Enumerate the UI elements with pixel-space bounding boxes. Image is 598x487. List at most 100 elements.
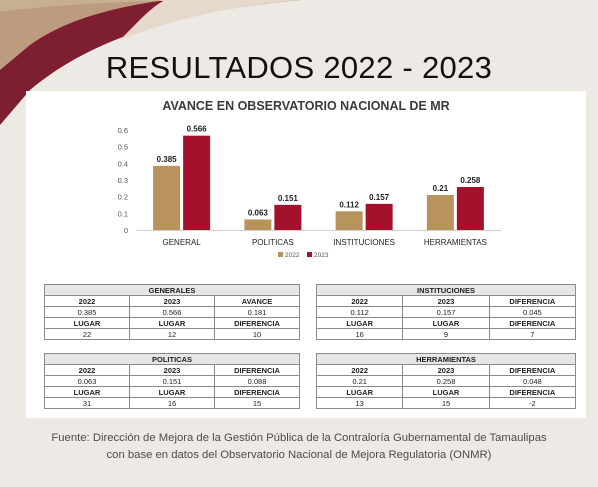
table-title: INSTITUCIONES (316, 284, 576, 296)
table-cell: 2023 (402, 364, 490, 376)
table-cell: 2023 (402, 295, 490, 307)
table-cell: 2023 (129, 295, 215, 307)
light-swoosh (120, 0, 300, 40)
table-title: HERRAMIENTAS (316, 353, 576, 365)
table-cell: 31 (44, 397, 130, 409)
data-label: 0.151 (278, 194, 299, 203)
table-cell: DIFERENCIA (488, 364, 577, 376)
data-label: 0.112 (339, 200, 359, 209)
table-cell: 0.048 (488, 375, 577, 387)
bar-2022 (244, 219, 272, 230)
table-cell: 0.063 (44, 375, 130, 387)
table-cell: 10 (214, 328, 300, 340)
table-row: 16 9 7 (315, 328, 577, 340)
table-cell: -2 (488, 397, 577, 409)
legend-label: 2022 (285, 252, 300, 259)
table-cell: DIFERENCIA (214, 317, 300, 329)
table-title-row: GENERALES (44, 284, 300, 296)
table-title-row: POLITICAS (44, 353, 300, 365)
table-cell: 15 (402, 397, 490, 409)
bar-2022 (426, 195, 454, 230)
table-cell: 2022 (315, 295, 404, 307)
data-label: 0.063 (248, 209, 269, 218)
table-header-row: LUGAR LUGAR DIFERENCIA (315, 386, 577, 398)
bar-2023 (274, 204, 302, 230)
category-label: GENERAL (163, 238, 202, 247)
table-row: 13 15 -2 (315, 397, 577, 409)
table-row: 31 16 15 (44, 397, 300, 409)
y-tick-label: 0.6 (118, 126, 128, 135)
table-cell: 2023 (129, 364, 215, 376)
table-row: 22 12 10 (44, 328, 300, 340)
data-label: 0.385 (157, 155, 178, 164)
table-cell: 22 (44, 328, 130, 340)
category-label: POLITICAS (252, 238, 294, 247)
source-note: Fuente: Dirección de Mejora de la Gestió… (10, 430, 588, 464)
table-generales: GENERALES 2022 2023 AVANCE 0.385 0.566 0.181 LU… (44, 284, 300, 340)
content-panel: AVANCE EN OBSERVATORIO NACIONAL DE MR 0 0… (26, 91, 586, 418)
table-title: POLITICAS (44, 353, 300, 365)
table-cell: LUGAR (44, 317, 130, 329)
table-instituciones: INSTITUCIONES 2022 2023 DIFERENCIA 0.112 0.15… (315, 284, 577, 340)
bar-2023 (183, 135, 211, 230)
table-cell: DIFERENCIA (214, 386, 300, 398)
table-cell: 0.112 (315, 306, 404, 318)
table-row: 0.385 0.566 0.181 (44, 306, 300, 318)
table-cell: DIFERENCIA (488, 317, 577, 329)
table-cell: DIFERENCIA (214, 364, 300, 376)
table-header-row: 2022 2023 DIFERENCIA (315, 295, 577, 307)
table-title-row: HERRAMIENTAS (316, 353, 576, 365)
table-cell: 2022 (44, 364, 130, 376)
table-cell: DIFERENCIA (488, 295, 577, 307)
table-cell: 0.385 (44, 306, 130, 318)
table-cell: LUGAR (402, 317, 490, 329)
table-politicas: POLITICAS 2022 2023 DIFERENCIA 0.063 0.151 0.0… (44, 353, 300, 409)
y-tick-label: 0.2 (118, 193, 128, 202)
data-label: 0.258 (460, 176, 481, 185)
data-label: 0.21 (433, 184, 449, 193)
table-cell: 0.157 (402, 306, 490, 318)
table-cell: LUGAR (315, 386, 404, 398)
table-cell: LUGAR (129, 386, 215, 398)
y-tick-label: 0.5 (118, 143, 128, 152)
table-cell: LUGAR (44, 386, 130, 398)
y-tick-label: 0.1 (118, 209, 128, 218)
legend-swatch-2023 (307, 252, 312, 257)
table-cell: 13 (315, 397, 404, 409)
table-row: 0.112 0.157 0.045 (315, 306, 577, 318)
table-cell: 0.151 (129, 375, 215, 387)
table-cell: 2022 (44, 295, 130, 307)
bar-2023 (456, 187, 484, 230)
table-row: 0.063 0.151 0.088 (44, 375, 300, 387)
table-row: 0.21 0.258 0.048 (315, 375, 577, 387)
bar-2022 (335, 211, 363, 230)
table-cell: 0.258 (402, 375, 490, 387)
y-tick-label: 0.3 (118, 176, 128, 185)
table-cell: 2022 (315, 364, 404, 376)
table-cell: 15 (214, 397, 300, 409)
legend-label: 2023 (314, 252, 329, 259)
y-tick-label: 0 (124, 226, 128, 235)
table-cell: LUGAR (315, 317, 404, 329)
table-header-row: LUGAR LUGAR DIFERENCIA (44, 317, 300, 329)
table-cell: 12 (129, 328, 215, 340)
table-header-row: 2022 2023 DIFERENCIA (44, 364, 300, 376)
table-cell: DIFERENCIA (488, 386, 577, 398)
y-tick-label: 0.4 (118, 159, 128, 168)
source-line-2: con base en datos del Observatorio Nacio… (106, 449, 492, 461)
table-cell: LUGAR (129, 317, 215, 329)
slide-title: RESULTADOS 2022 - 2023 (105, 50, 493, 85)
data-label: 0.157 (369, 193, 390, 202)
table-cell: 0.088 (214, 375, 300, 387)
table-cell: LUGAR (402, 386, 490, 398)
table-cell: 0.21 (315, 375, 404, 387)
table-cell: 9 (402, 328, 490, 340)
category-label: HERRAMIENTAS (424, 238, 487, 247)
table-cell: 16 (129, 397, 215, 409)
table-title-row: INSTITUCIONES (316, 284, 576, 296)
table-header-row: 2022 2023 AVANCE (44, 295, 300, 307)
table-header-row: 2022 2023 DIFERENCIA (315, 364, 577, 376)
bar-2023 (365, 203, 393, 230)
table-header-row: LUGAR LUGAR DIFERENCIA (44, 386, 300, 398)
chart-title: AVANCE EN OBSERVATORIO NACIONAL DE MR (162, 99, 450, 113)
